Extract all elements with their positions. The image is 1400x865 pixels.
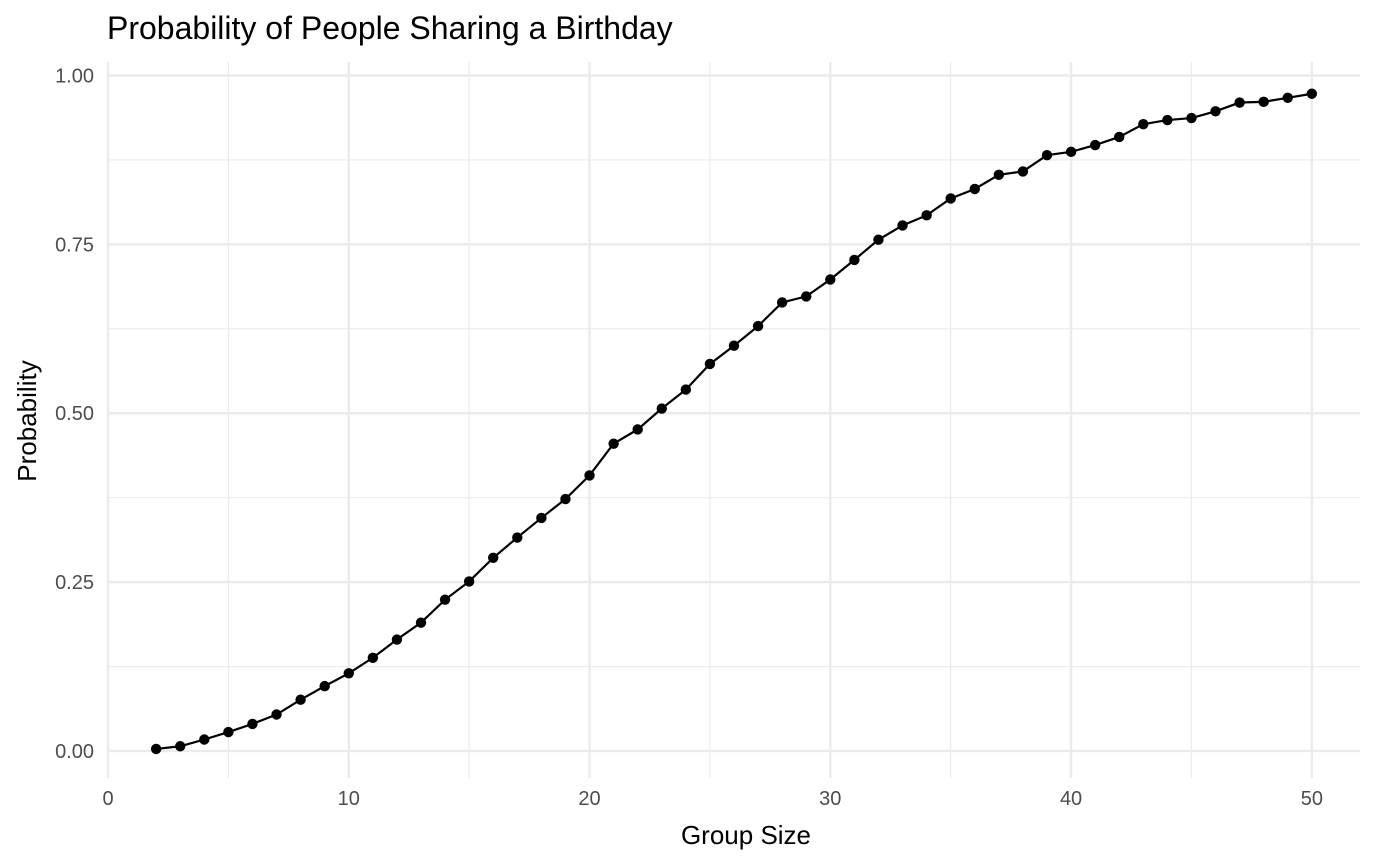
data-point <box>295 694 306 705</box>
x-tick-label: 40 <box>1060 788 1082 810</box>
data-point <box>873 234 884 245</box>
data-point <box>1210 106 1221 117</box>
data-point <box>801 291 812 302</box>
data-point <box>1234 97 1245 108</box>
data-point <box>993 169 1005 181</box>
x-axis-title: Group Size <box>681 820 811 850</box>
data-point <box>969 183 980 195</box>
data-point <box>150 743 162 755</box>
y-tick-label: 0.00 <box>55 741 94 763</box>
data-point <box>439 594 451 605</box>
data-point <box>319 680 330 692</box>
x-tick-label: 10 <box>338 788 360 810</box>
data-point <box>656 403 667 414</box>
data-point <box>584 470 595 481</box>
chart-title: Probability of People Sharing a Birthday <box>107 10 673 46</box>
x-tick-label: 20 <box>578 788 600 810</box>
data-point <box>921 210 932 221</box>
y-axis-title: Probability <box>12 360 42 481</box>
data-point <box>1065 146 1077 158</box>
data-point <box>632 424 643 435</box>
x-tick-label: 0 <box>102 788 113 810</box>
data-point <box>704 358 716 370</box>
data-point <box>223 726 234 738</box>
x-tick-label: 50 <box>1301 788 1323 810</box>
y-tick-label: 0.50 <box>55 403 94 425</box>
data-point <box>512 532 523 543</box>
data-point <box>776 297 788 308</box>
data-point <box>1306 88 1318 99</box>
series-group <box>150 88 1318 755</box>
data-point <box>199 734 210 745</box>
data-point <box>1041 150 1053 161</box>
data-point <box>1282 92 1293 104</box>
x-axis-tick-labels: 0 10 20 30 40 50 <box>102 788 1323 810</box>
data-point <box>1089 139 1101 151</box>
data-point <box>1017 166 1029 177</box>
data-point <box>1258 96 1269 108</box>
major-gridlines <box>106 62 1360 778</box>
data-point <box>560 493 571 505</box>
data-point <box>945 193 956 204</box>
data-point <box>1114 131 1125 143</box>
data-point <box>415 617 427 628</box>
data-point <box>752 320 764 332</box>
data-point <box>680 384 692 395</box>
minor-gridlines <box>108 62 1360 778</box>
data-point <box>463 576 475 587</box>
data-point <box>728 340 740 351</box>
data-point <box>1138 118 1149 130</box>
data-point <box>247 718 258 730</box>
data-point <box>343 668 354 679</box>
data-point <box>849 254 860 266</box>
data-point <box>536 512 547 524</box>
data-point <box>175 741 186 752</box>
y-tick-label: 0.75 <box>55 234 94 256</box>
y-tick-label: 1.00 <box>55 66 94 88</box>
data-point <box>608 438 619 449</box>
data-point <box>825 274 836 285</box>
y-axis-tick-labels: 0.00 0.25 0.50 0.75 1.00 <box>55 66 94 763</box>
data-point <box>271 709 282 720</box>
data-point <box>1162 114 1173 126</box>
series-line <box>156 92 1313 751</box>
data-point <box>488 552 499 563</box>
data-point <box>367 652 379 663</box>
data-point <box>897 220 908 231</box>
data-point <box>391 634 403 645</box>
data-point <box>1186 112 1197 124</box>
x-tick-label: 30 <box>819 788 841 810</box>
y-tick-label: 0.25 <box>55 572 94 594</box>
